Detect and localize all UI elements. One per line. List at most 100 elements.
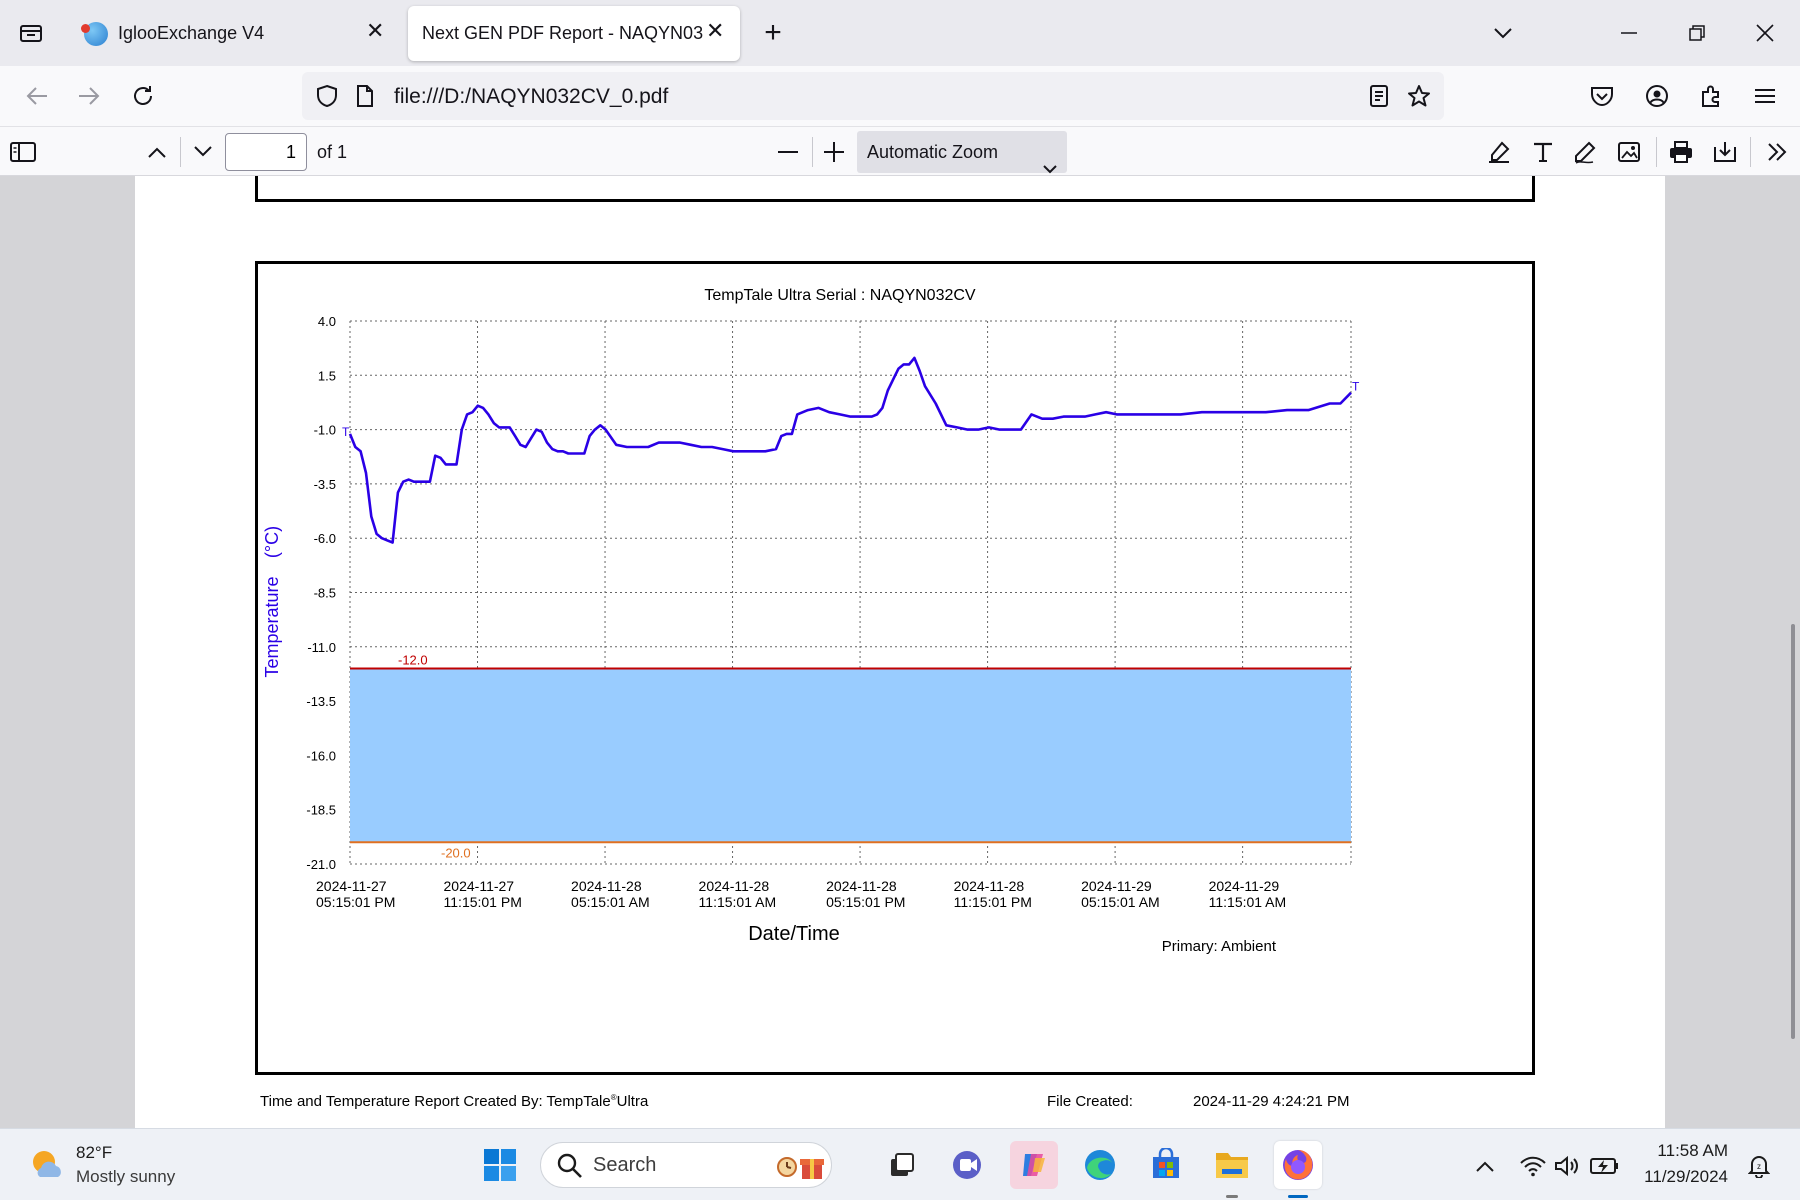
toolbar-separator — [1656, 137, 1657, 167]
add-image-icon[interactable] — [1612, 135, 1646, 169]
teams-meet-icon[interactable] — [944, 1141, 992, 1189]
pdf-viewer[interactable]: TempTale Ultra Serial : NAQYN032CV -12.0… — [0, 176, 1800, 1128]
zoom-select-value: Automatic Zoom — [867, 142, 999, 162]
chart-title: TempTale Ultra Serial : NAQYN032CV — [704, 287, 976, 304]
windows-taskbar: 82°F Mostly sunny Search — [0, 1128, 1800, 1200]
tab-overview-icon[interactable] — [14, 16, 48, 50]
minimize-icon[interactable] — [1612, 16, 1646, 50]
search-highlight-clock-icon — [775, 1154, 799, 1183]
vertical-scrollbar-thumb[interactable] — [1791, 624, 1795, 1039]
x-tick-label-time: 05:15:01 PM — [826, 894, 905, 910]
shield-icon[interactable] — [310, 79, 344, 113]
volume-icon[interactable] — [1552, 1151, 1582, 1181]
edge-browser-icon[interactable] — [1076, 1141, 1124, 1189]
x-tick-label-date: 2024-11-27 — [316, 878, 387, 894]
y-tick-label: -11.0 — [307, 640, 336, 655]
x-tick-label-time: 11:15:01 AM — [699, 894, 777, 910]
text-tool-icon[interactable] — [1526, 135, 1560, 169]
file-created-label: File Created: — [1047, 1093, 1133, 1110]
previous-section-box — [255, 176, 1535, 202]
y-tick-label: 1.5 — [318, 368, 336, 383]
close-tab-icon[interactable]: ✕ — [366, 18, 385, 43]
reload-icon[interactable] — [126, 79, 160, 113]
save-download-icon[interactable] — [1708, 135, 1742, 169]
y-tick-label: -8.5 — [314, 586, 336, 601]
tab-label: IglooExchange V4 — [118, 23, 265, 43]
reader-view-icon[interactable] — [1362, 79, 1396, 113]
draw-pencil-icon[interactable] — [1568, 135, 1602, 169]
clock-time[interactable]: 11:58 AM — [1657, 1141, 1728, 1160]
wifi-icon[interactable] — [1518, 1151, 1548, 1181]
start-marker: T — [342, 425, 350, 439]
x-tick-label-time: 05:15:01 AM — [571, 894, 650, 910]
toolbar-separator — [180, 137, 181, 167]
y-axis-unit: (°C) — [262, 526, 282, 558]
acceptable-range-band — [350, 668, 1351, 843]
notifications-bell-icon[interactable]: z — [1744, 1151, 1774, 1181]
weather-sun-cloud-icon[interactable] — [28, 1147, 64, 1183]
tab-label: Next GEN PDF Report - NAQYN032 — [422, 23, 704, 43]
page-number-input[interactable]: 1 — [225, 133, 307, 171]
favicon-badge-icon — [81, 24, 90, 33]
toolbar-separator — [812, 137, 813, 167]
lower-limit-label: -20.0 — [441, 845, 471, 860]
new-tab-icon[interactable]: + — [764, 16, 782, 49]
y-axis-ticks: 4.0 1.5 -1.0 -3.5 -6.0 -8.5 -11.0 -13.5 -16.0 -18… — [306, 314, 336, 872]
show-hidden-icons-chevron-icon[interactable] — [1470, 1151, 1500, 1181]
account-icon[interactable] — [1640, 79, 1674, 113]
y-tick-label: -21.0 — [306, 857, 336, 872]
weather-temperature[interactable]: 82°F — [76, 1143, 113, 1162]
tab-iglooexchange[interactable]: IglooExchange V4 ✕ — [68, 6, 400, 61]
firefox-icon[interactable] — [1274, 1141, 1322, 1189]
zoom-in-icon[interactable] — [817, 135, 851, 169]
extensions-icon[interactable] — [1694, 79, 1728, 113]
temperature-chart: TempTale Ultra Serial : NAQYN032CV -12.0… — [262, 287, 1360, 955]
print-icon[interactable] — [1664, 135, 1698, 169]
page-count-label: of 1 — [317, 142, 348, 162]
x-tick-label-date: 2024-11-27 — [444, 878, 515, 894]
menu-hamburger-icon[interactable] — [1748, 79, 1782, 113]
zoom-select[interactable]: Automatic Zoom — [857, 131, 1067, 174]
list-tabs-chevron-icon[interactable] — [1486, 16, 1520, 50]
url-text[interactable]: file:///D:/NAQYN032CV_0.pdf — [394, 85, 669, 108]
tools-overflow-icon[interactable] — [1760, 135, 1794, 169]
x-tick-label-date: 2024-11-28 — [571, 878, 642, 894]
y-tick-label: 4.0 — [318, 314, 336, 329]
close-window-icon[interactable] — [1748, 16, 1782, 50]
close-tab-icon[interactable]: ✕ — [706, 18, 725, 43]
forward-arrow-icon[interactable] — [72, 79, 106, 113]
microsoft-store-icon[interactable] — [1142, 1141, 1190, 1189]
file-explorer-icon[interactable] — [1208, 1141, 1256, 1189]
x-tick-label-date: 2024-11-28 — [699, 878, 770, 894]
x-tick-label-time: 05:15:01 PM — [316, 894, 395, 910]
file-page-icon[interactable] — [350, 79, 380, 113]
next-page-icon[interactable] — [186, 135, 220, 169]
pdf-page: TempTale Ultra Serial : NAQYN032CV -12.0… — [135, 176, 1665, 1128]
copilot-icon[interactable] — [1010, 1141, 1058, 1189]
end-marker: T — [1352, 380, 1360, 394]
tab-pdf-report[interactable]: Next GEN PDF Report - NAQYN032 ✕ — [408, 6, 740, 61]
address-bar[interactable]: file:///D:/NAQYN032CV_0.pdf — [302, 72, 1444, 120]
x-tick-label-date: 2024-11-28 — [826, 878, 897, 894]
previous-page-icon[interactable] — [140, 135, 174, 169]
back-arrow-icon[interactable] — [20, 79, 54, 113]
navigation-toolbar: file:///D:/NAQYN032CV_0.pdf — [0, 66, 1800, 126]
zoom-out-icon[interactable] — [771, 135, 805, 169]
pocket-icon[interactable] — [1585, 79, 1619, 113]
y-tick-label: -18.5 — [306, 803, 336, 818]
task-view-icon[interactable] — [878, 1141, 926, 1189]
sidebar-toggle-icon[interactable] — [6, 135, 40, 169]
search-placeholder: Search — [593, 1154, 657, 1176]
windows-start-icon[interactable] — [476, 1141, 524, 1189]
primary-sensor-label: Primary: Ambient — [1162, 938, 1277, 955]
bookmark-star-icon[interactable] — [1402, 79, 1436, 113]
battery-charging-icon[interactable] — [1588, 1151, 1622, 1181]
taskbar-search-box[interactable]: Search — [540, 1142, 832, 1188]
restore-icon[interactable] — [1680, 16, 1714, 50]
weather-description[interactable]: Mostly sunny — [76, 1167, 176, 1186]
highlight-pen-icon[interactable] — [1482, 135, 1516, 169]
clock-date[interactable]: 11/29/2024 — [1644, 1167, 1728, 1186]
x-axis-label: Date/Time — [748, 923, 840, 945]
x-tick-label-time: 11:15:01 PM — [444, 894, 522, 910]
